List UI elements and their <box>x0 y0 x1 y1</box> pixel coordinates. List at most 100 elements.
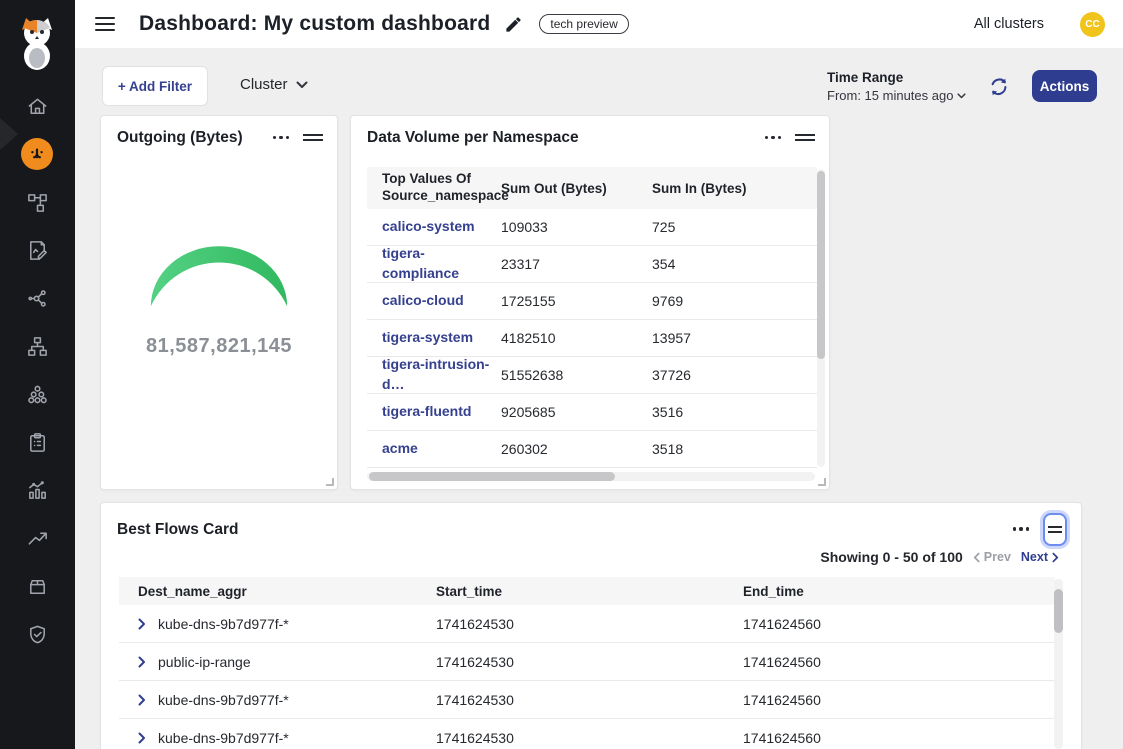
table-row: tigera-compliance 23317 354 <box>367 246 817 283</box>
sum-in-cell: 13957 <box>652 330 817 346</box>
dest-name-cell: kube-dns-9b7d977f-* <box>158 616 289 632</box>
sum-in-cell: 354 <box>652 256 817 272</box>
column-header[interactable]: Sum In (Bytes) <box>652 181 817 196</box>
cluster-filter-dropdown[interactable]: Cluster <box>240 76 308 93</box>
sum-out-cell: 51552638 <box>501 367 652 383</box>
end-time-cell: 1741624560 <box>743 692 1055 708</box>
best-flows-card: Best Flows Card Showing 0 - 50 of 100 Pr… <box>100 502 1082 749</box>
expand-row-chevron-icon[interactable] <box>138 656 146 668</box>
end-time-cell: 1741624560 <box>743 730 1055 746</box>
table-row: tigera-system 4182510 13957 <box>367 320 817 357</box>
edit-pencil-icon[interactable] <box>504 15 523 34</box>
dest-name-cell: kube-dns-9b7d977f-* <box>158 730 289 746</box>
sitemap-icon[interactable] <box>21 330 53 362</box>
clipboard-icon[interactable] <box>21 426 53 458</box>
gauge-value: 81,587,821,145 <box>101 335 337 358</box>
table-row: tigera-fluentd 9205685 3516 <box>367 394 817 431</box>
table-row: calico-cloud 1725155 9769 <box>367 283 817 320</box>
actions-button[interactable]: Actions <box>1032 70 1097 102</box>
pagination: Showing 0 - 50 of 100 Prev Next <box>820 549 1059 565</box>
scrollbar-thumb[interactable] <box>1054 589 1063 633</box>
bar-chart-icon[interactable] <box>21 474 53 506</box>
vertical-scrollbar <box>817 169 825 467</box>
table-header-row: Top Values Of Source_namespace Sum Out (… <box>367 167 817 209</box>
next-page-button[interactable]: Next <box>1021 550 1059 564</box>
cat-logo[interactable] <box>14 12 60 70</box>
expand-row-chevron-icon[interactable] <box>138 618 146 630</box>
table-row: acme 260302 3518 <box>367 431 817 468</box>
prev-page-button[interactable]: Prev <box>973 550 1011 564</box>
gauge-icon[interactable] <box>21 138 53 170</box>
sum-in-cell: 9769 <box>652 293 817 309</box>
namespace-link[interactable]: calico-system <box>382 218 475 234</box>
table-row: kube-dns-9b7d977f-* 1741624530 174162456… <box>119 719 1055 749</box>
namespace-link[interactable]: tigera-fluentd <box>382 403 471 419</box>
namespace-link[interactable]: tigera-system <box>382 329 473 345</box>
start-time-cell: 1741624530 <box>436 654 743 670</box>
page-title: Dashboard: My custom dashboard <box>139 12 490 36</box>
expand-row-chevron-icon[interactable] <box>138 694 146 706</box>
drag-handle-icon[interactable] <box>1043 513 1067 546</box>
gauge-chart <box>101 219 337 311</box>
bubbles-icon[interactable] <box>21 378 53 410</box>
resize-handle[interactable] <box>818 478 826 486</box>
data-volume-card: Data Volume per Namespace Top Values Of … <box>350 115 830 490</box>
card-title: Best Flows Card <box>117 521 238 539</box>
namespace-link[interactable]: acme <box>382 440 418 456</box>
share-nodes-icon[interactable] <box>21 282 53 314</box>
sum-out-cell: 1725155 <box>501 293 652 309</box>
outgoing-bytes-card: Outgoing (Bytes) 81,587,821,145 <box>100 115 338 490</box>
user-avatar[interactable]: CC <box>1080 12 1105 37</box>
ellipsis-menu-icon[interactable] <box>273 132 290 144</box>
table-header-row: Dest_name_aggr Start_time End_time <box>119 577 1055 605</box>
top-header: Dashboard: My custom dashboard tech prev… <box>75 0 1123 48</box>
add-filter-button[interactable]: + Add Filter <box>102 66 208 106</box>
time-range-control: Time Range From: 15 minutes ago <box>827 70 966 103</box>
document-edit-icon[interactable] <box>21 234 53 266</box>
column-header[interactable]: Sum Out (Bytes) <box>501 181 652 196</box>
horizontal-scrollbar <box>367 472 815 481</box>
tech-preview-badge: tech preview <box>539 14 628 34</box>
refresh-icon[interactable] <box>988 76 1010 98</box>
flows-table: Dest_name_aggr Start_time End_time kube-… <box>119 577 1055 749</box>
sum-out-cell: 4182510 <box>501 330 652 346</box>
time-range-label: Time Range <box>827 70 966 85</box>
all-clusters-selector[interactable]: All clusters <box>974 16 1044 32</box>
vertical-scrollbar <box>1054 579 1063 749</box>
scrollbar-thumb[interactable] <box>369 472 615 481</box>
sum-out-cell: 260302 <box>501 441 652 457</box>
column-header[interactable]: End_time <box>743 584 1055 599</box>
shield-check-icon[interactable] <box>21 618 53 650</box>
namespace-table: Top Values Of Source_namespace Sum Out (… <box>367 167 817 468</box>
resize-handle[interactable] <box>326 478 334 486</box>
drag-handle-icon[interactable] <box>795 128 815 147</box>
tree-nodes-icon[interactable] <box>21 186 53 218</box>
namespace-link[interactable]: tigera-compliance <box>382 245 459 281</box>
table-row: kube-dns-9b7d977f-* 1741624530 174162456… <box>119 681 1055 719</box>
trend-arrow-icon[interactable] <box>21 522 53 554</box>
time-range-value[interactable]: From: 15 minutes ago <box>827 88 966 103</box>
chevron-down-icon <box>296 81 308 89</box>
start-time-cell: 1741624530 <box>436 730 743 746</box>
sum-out-cell: 109033 <box>501 219 652 235</box>
ellipsis-menu-icon[interactable] <box>765 132 782 144</box>
column-header[interactable]: Dest_name_aggr <box>119 584 436 599</box>
expand-row-chevron-icon[interactable] <box>138 732 146 744</box>
namespace-link[interactable]: tigera-intrusion-d… <box>382 356 489 392</box>
table-row: kube-dns-9b7d977f-* 1741624530 174162456… <box>119 605 1055 643</box>
chevron-right-icon <box>1052 552 1059 563</box>
column-header[interactable]: Start_time <box>436 584 743 599</box>
drag-handle-icon[interactable] <box>303 128 323 147</box>
scrollbar-thumb[interactable] <box>817 171 825 359</box>
hamburger-menu-icon[interactable] <box>95 13 115 35</box>
ellipsis-menu-icon[interactable] <box>1013 523 1030 535</box>
namespace-link[interactable]: calico-cloud <box>382 292 464 308</box>
sum-out-cell: 23317 <box>501 256 652 272</box>
chevron-left-icon <box>973 552 980 563</box>
box-icon[interactable] <box>21 570 53 602</box>
card-title: Outgoing (Bytes) <box>117 129 243 147</box>
column-header[interactable]: Top Values Of Source_namespace <box>367 171 501 205</box>
sum-out-cell: 9205685 <box>501 404 652 420</box>
home-icon[interactable] <box>21 90 53 122</box>
sum-in-cell: 37726 <box>652 367 817 383</box>
